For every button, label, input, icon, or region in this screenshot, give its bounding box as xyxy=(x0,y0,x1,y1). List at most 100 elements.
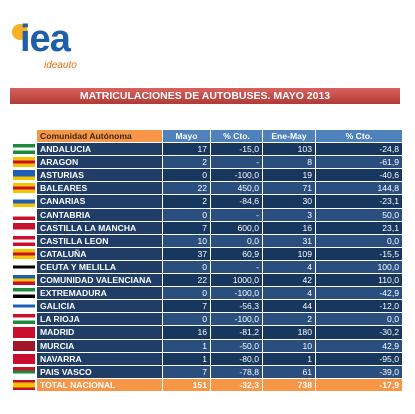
table-cell: 10 xyxy=(162,234,210,247)
table-cell: 0,0 xyxy=(315,234,402,247)
row-label: GALICIA xyxy=(36,300,162,313)
table-cell: 42 xyxy=(262,274,315,287)
table-cell: -84,6 xyxy=(210,195,262,208)
table-cell: -15,0 xyxy=(210,143,262,156)
table-cell: 110,0 xyxy=(315,274,402,287)
flag xyxy=(12,378,36,391)
table-cell: 109 xyxy=(262,247,315,260)
table-cell: 0 xyxy=(162,169,210,182)
table-cell: 50,0 xyxy=(315,208,402,221)
table-cell: Ene-May xyxy=(262,130,315,143)
logo-name: iea xyxy=(20,18,71,60)
row-label: COMUNIDAD VALENCIANA xyxy=(36,274,162,287)
table-cell: 60,9 xyxy=(210,247,262,260)
table-cell: 30 xyxy=(262,195,315,208)
flag xyxy=(12,339,36,352)
flag xyxy=(12,221,36,234)
row-label: CANARIAS xyxy=(36,195,162,208)
table-cell: 0 xyxy=(162,313,210,326)
table-row: ASTURIAS 0 -100,0 19 -40,6 xyxy=(12,169,402,183)
table-row: MADRID 16 -81,2 180 -30,2 xyxy=(12,326,402,340)
row-label: ARAGON xyxy=(36,156,162,169)
table-row: EXTREMADURA 0 -100,0 4 -42,9 xyxy=(12,287,402,301)
flag xyxy=(12,208,36,221)
table-cell: - xyxy=(210,156,262,169)
table-row: CANTABRIA 0-3 50,0 xyxy=(12,208,402,222)
table-cell: 61 xyxy=(262,365,315,378)
table-cell: -23,1 xyxy=(315,195,402,208)
table-cell: 600,0 xyxy=(210,221,262,234)
row-label: MURCIA xyxy=(36,339,162,352)
table-cell: -40,6 xyxy=(315,169,402,182)
table-cell: 16 xyxy=(262,221,315,234)
flag xyxy=(12,169,36,182)
row-label: EXTREMADURA xyxy=(36,287,162,300)
table-title: MATRICULACIONES DE AUTOBUSES. MAYO 2013 xyxy=(10,88,400,104)
table-row: CASTILLA LEON 10 0,0 31 0,0 xyxy=(12,234,402,248)
table-row: PAIS VASCO 7 -78,8 61 -39,0 xyxy=(12,365,402,379)
flag xyxy=(12,195,36,208)
row-label: BALEARES xyxy=(36,182,162,195)
table-cell: -61,9 xyxy=(315,156,402,169)
flag xyxy=(12,234,36,247)
table-cell: - xyxy=(210,208,262,221)
table-row: NAVARRA 1 -80,0 1 -95,0 xyxy=(12,352,402,366)
table-cell: -24,8 xyxy=(315,143,402,156)
table-row: MURCIA 1 -50,0 10 42,9 xyxy=(12,339,402,353)
table-cell: 16 xyxy=(162,326,210,339)
flag xyxy=(12,300,36,313)
table-row: LA RIOJA 0 -100,0 2 0,0 xyxy=(12,313,402,327)
table-row: ARAGON 2-8 -61,9 xyxy=(12,156,402,170)
table-row: CEUTA Y MELILLA 0-4 100,0 xyxy=(12,260,402,275)
row-label: CASTILLA LEON xyxy=(36,234,162,247)
table-row: Comunidad Autónoma Mayo% Cto. Ene-May% Cto… xyxy=(12,130,402,144)
flag xyxy=(12,182,36,195)
row-label: ASTURIAS xyxy=(36,169,162,182)
table-cell: 1 xyxy=(162,352,210,365)
table-cell: 2 xyxy=(262,313,315,326)
table-row: COMUNIDAD VALENCIANA 22 1000,0 42 110,0 xyxy=(12,274,402,288)
table-cell: 450,0 xyxy=(210,182,262,195)
table-cell: - xyxy=(210,260,262,274)
table-cell: -81,2 xyxy=(210,326,262,339)
row-label: MADRID xyxy=(36,326,162,339)
table-cell: 0 xyxy=(162,287,210,300)
table-cell: 7 xyxy=(162,300,210,313)
table-cell: 37 xyxy=(162,247,210,260)
table-row: CATALUÑA 37 60,9 109 -15,5 xyxy=(12,247,402,261)
table-row: BALEARES 22 450,0 71 144,8 xyxy=(12,182,402,196)
row-label: ANDALUCIA xyxy=(36,143,162,156)
table-cell: 2 xyxy=(162,195,210,208)
row-label: LA RIOJA xyxy=(36,313,162,326)
flag xyxy=(12,130,36,143)
table-cell: 151 xyxy=(162,378,210,391)
flag xyxy=(12,326,36,339)
table-cell: 8 xyxy=(262,156,315,169)
table-cell: -42,9 xyxy=(315,287,402,300)
table-cell: 180 xyxy=(262,326,315,339)
table-cell: -30,2 xyxy=(315,326,402,339)
table-cell: 22 xyxy=(162,274,210,287)
table-cell: -100,0 xyxy=(210,287,262,300)
table-cell: 22 xyxy=(162,182,210,195)
row-label: CATALUÑA xyxy=(36,247,162,260)
table-cell: 4 xyxy=(262,260,315,274)
table-cell: -50,0 xyxy=(210,339,262,352)
table-row: GALICIA 7 -56,3 44 -12,0 xyxy=(12,300,402,314)
logo-icon xyxy=(12,24,28,40)
table-cell: 103 xyxy=(262,143,315,156)
table-cell: 17 xyxy=(162,143,210,156)
row-label: CASTILLA LA MANCHA xyxy=(36,221,162,234)
flag xyxy=(12,287,36,300)
table-row: CANARIAS 2 -84,6 30 -23,1 xyxy=(12,195,402,209)
table-cell: 144,8 xyxy=(315,182,402,195)
table-cell: -32,3 xyxy=(210,378,262,391)
flag xyxy=(12,313,36,326)
table-cell: 1000,0 xyxy=(210,274,262,287)
table-row: CASTILLA LA MANCHA 7 600,0 16 23,1 xyxy=(12,221,402,235)
row-label: NAVARRA xyxy=(36,352,162,365)
row-label: CEUTA Y MELILLA xyxy=(36,260,162,274)
table-cell: 0,0 xyxy=(210,234,262,247)
table-cell: 10 xyxy=(262,339,315,352)
